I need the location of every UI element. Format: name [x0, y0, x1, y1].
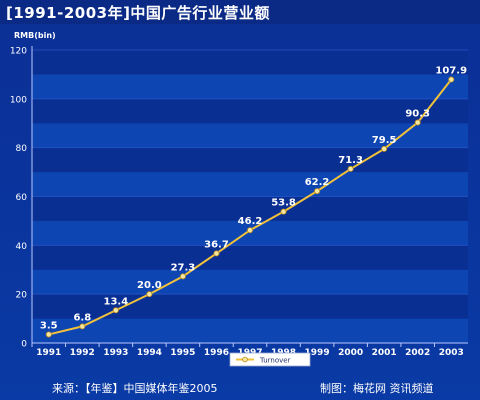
data-label: 62.2 — [305, 177, 330, 188]
y-tick-label: 20 — [16, 291, 28, 301]
data-label: 36.7 — [204, 239, 229, 250]
footer-credit: 制图：梅花网 资讯频道 — [320, 382, 434, 395]
plot-band — [32, 318, 468, 343]
x-tick-label: 1993 — [103, 348, 128, 358]
x-tick-label: 1999 — [305, 348, 330, 358]
legend-marker — [242, 356, 248, 363]
y-tick-label: 60 — [16, 193, 28, 203]
data-label: 79.5 — [372, 135, 397, 146]
plot-band — [32, 269, 468, 295]
x-tick-label: 1991 — [36, 348, 61, 358]
y-tick-labels: 0 20 40 60 80 100 120 — [10, 47, 27, 350]
data-label: 46.2 — [238, 216, 263, 227]
plot-band — [32, 172, 468, 197]
plot-bands — [32, 50, 468, 343]
y-axis-label: RMB(bin) — [14, 31, 56, 40]
x-tick-label: 2003 — [439, 348, 464, 358]
legend-entry-turnover: Turnover — [259, 357, 291, 365]
x-tick-label: 1995 — [170, 348, 195, 358]
plot-band — [32, 74, 468, 99]
legend: Turnover — [229, 352, 311, 367]
data-label: 71.3 — [338, 155, 363, 166]
data-label: 27.3 — [171, 262, 196, 273]
y-tick-label: 40 — [16, 242, 28, 252]
plot-band — [32, 98, 468, 124]
data-point — [448, 76, 455, 83]
data-label: 3.5 — [40, 320, 58, 331]
data-label: 107.9 — [435, 66, 467, 77]
plot-band — [32, 123, 468, 148]
plot-band — [32, 147, 468, 173]
y-tick-label: 100 — [10, 95, 27, 105]
data-point — [79, 323, 86, 330]
data-labels: 3.5 6.8 13.4 20.0 27.3 36.7 46.2 53.8 62.2 71.3 79… — [40, 66, 467, 332]
x-tick-label: 1994 — [137, 348, 162, 358]
plot-band — [32, 294, 468, 319]
data-label: 20.0 — [137, 280, 162, 291]
x-tick-label: 2001 — [372, 348, 397, 358]
chart-title: [1991-2003年]中国广告行业营业额 — [6, 4, 270, 22]
plot-band — [32, 50, 468, 75]
plot-band — [32, 245, 468, 270]
y-tick-label: 80 — [16, 144, 28, 154]
data-label: 53.8 — [271, 198, 296, 209]
x-tick-label: 1996 — [204, 348, 229, 358]
data-point — [414, 119, 421, 126]
x-tick-label: 1992 — [70, 348, 95, 358]
data-point — [213, 250, 220, 257]
data-point — [347, 165, 354, 172]
x-tick-label: 2000 — [338, 348, 363, 358]
data-label: 6.8 — [73, 312, 91, 323]
data-point — [112, 307, 119, 314]
data-point — [146, 291, 153, 298]
data-point — [381, 145, 388, 152]
data-points — [45, 76, 455, 338]
data-point — [45, 331, 52, 338]
y-tick-label: 0 — [21, 340, 27, 350]
plot-band — [32, 196, 468, 221]
data-point — [314, 188, 321, 195]
data-point — [246, 227, 253, 234]
legend-box — [229, 352, 311, 367]
footer-source: 来源：【年鉴】中国媒体年鉴2005 — [52, 382, 218, 395]
y-tick-label: 120 — [10, 47, 27, 57]
data-label: 13.4 — [104, 296, 129, 307]
axes — [31, 46, 468, 347]
title-bar: [1991-2003年]中国广告行业营业额 — [0, 0, 480, 24]
x-tick-label: 2002 — [405, 348, 430, 358]
data-label: 90.3 — [405, 109, 430, 120]
data-point — [280, 208, 287, 215]
data-point — [179, 273, 186, 280]
